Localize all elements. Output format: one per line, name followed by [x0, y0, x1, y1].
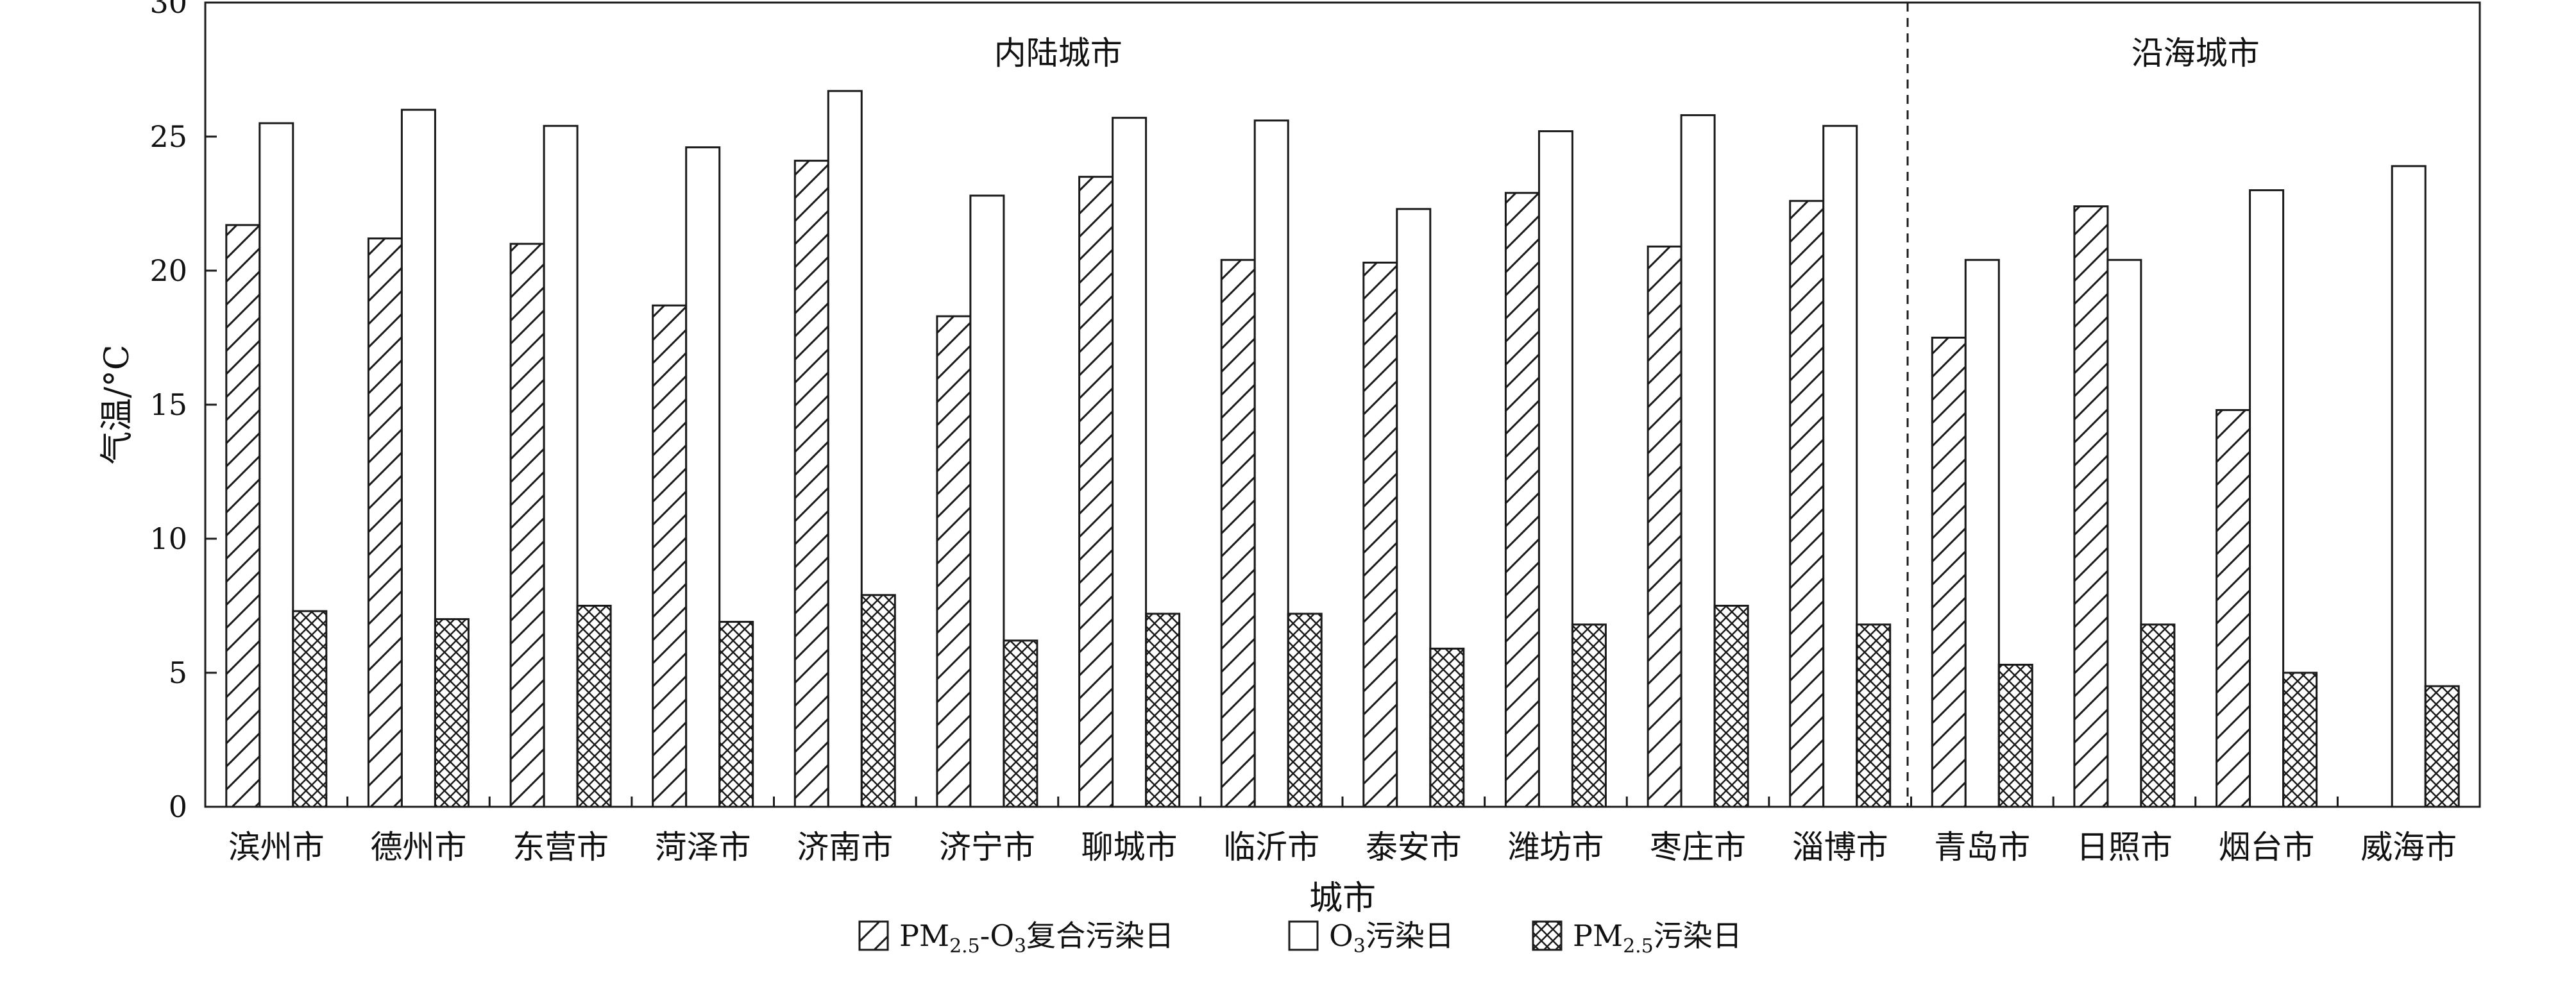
bar	[1571, 623, 1607, 808]
x-tick-label: 东营市	[513, 829, 609, 866]
y-tick-label: 25	[149, 119, 187, 154]
bar	[576, 605, 612, 808]
legend-swatch	[1532, 920, 1563, 951]
x-tick-label: 枣庄市	[1650, 829, 1746, 866]
bar	[1680, 114, 1716, 808]
bar	[1997, 664, 2033, 808]
legend-label: PM2.5污染日	[1573, 918, 1742, 957]
bar	[1145, 612, 1181, 808]
bar	[1504, 192, 1540, 808]
bar	[2391, 165, 2427, 808]
bar	[2140, 623, 2176, 808]
bar	[793, 160, 829, 808]
bar	[827, 90, 863, 808]
bar	[258, 122, 294, 808]
legend-label: O3污染日	[1329, 918, 1454, 957]
bar	[1647, 245, 1682, 808]
bar	[2073, 205, 2109, 808]
x-axis-title: 城市	[1309, 879, 1376, 918]
y-axis: 0 5 10 15 20 25 30	[149, 0, 217, 824]
bar	[543, 124, 579, 808]
legend-swatch	[858, 920, 889, 951]
bar	[1931, 337, 1967, 808]
x-tick-label: 聊城市	[1081, 829, 1178, 866]
legend-swatch	[1288, 920, 1319, 951]
bar	[400, 108, 436, 808]
bar	[1362, 262, 1398, 808]
bar	[1253, 119, 1289, 808]
y-tick-label: 20	[149, 253, 187, 288]
bars-layer	[225, 90, 2460, 808]
legend-label: PM2.5-O3复合污染日	[899, 918, 1174, 957]
x-tick-label: 日照市	[2076, 829, 2173, 866]
x-tick-label: 济宁市	[939, 829, 1035, 866]
x-tick-label: 潍坊市	[1507, 829, 1604, 866]
y-tick-label: 15	[149, 387, 187, 422]
bar	[1396, 208, 1432, 808]
bar	[292, 610, 328, 808]
bar	[1003, 639, 1038, 808]
bar	[2216, 409, 2251, 808]
bar	[1713, 605, 1749, 808]
x-tick-label: 菏泽市	[655, 829, 751, 866]
y-tick-label: 0	[169, 789, 187, 824]
bar	[1287, 612, 1323, 808]
bar	[685, 146, 721, 808]
bar	[860, 594, 896, 808]
bar	[225, 224, 261, 808]
bar	[367, 237, 403, 808]
bar	[1078, 176, 1114, 808]
x-tick-label: 临沂市	[1223, 829, 1319, 866]
bar	[2249, 189, 2285, 808]
bar	[718, 621, 754, 808]
x-tick-label: 德州市	[370, 829, 466, 866]
x-tick-label: 青岛市	[1934, 829, 2030, 866]
region-label: 沿海城市	[2131, 35, 2260, 72]
x-axis: 滨州市 德州市 东营市 菏泽市 济南市 济宁市 聊城市 临沂市 泰安市 潍坊市 枣庄市 淄博市 青岛市 日…	[228, 797, 2457, 866]
bar	[1538, 130, 1573, 808]
bar	[652, 304, 688, 808]
bar	[1429, 647, 1465, 808]
x-tick-label: 济南市	[797, 829, 893, 866]
bar	[2424, 685, 2460, 808]
bar	[1220, 258, 1256, 808]
bar	[509, 242, 545, 808]
bar	[2282, 671, 2318, 808]
bar	[1822, 124, 1858, 808]
region-label: 内陆城市	[994, 35, 1123, 72]
bar	[1789, 199, 1825, 808]
y-tick-label: 10	[149, 521, 187, 556]
x-tick-label: 滨州市	[228, 829, 325, 866]
x-tick-label: 烟台市	[2219, 829, 2315, 866]
y-tick-label: 5	[169, 655, 187, 690]
bar	[1856, 623, 1892, 808]
legend: PM2.5-O3复合污染日 O3污染日 PM2.5污染日	[858, 918, 1742, 957]
y-tick-label: 30	[149, 0, 187, 20]
bar	[936, 315, 972, 808]
bar	[1964, 258, 2000, 808]
bar	[969, 194, 1005, 808]
bar	[434, 618, 470, 808]
x-tick-label: 威海市	[2360, 829, 2457, 866]
bar	[2106, 258, 2142, 808]
x-tick-label: 泰安市	[1366, 829, 1462, 866]
region-labels: 内陆城市 沿海城市	[994, 35, 2260, 72]
bar	[1112, 117, 1148, 808]
x-tick-label: 淄博市	[1792, 829, 1888, 866]
y-axis-title: 气温/°C	[98, 344, 137, 464]
